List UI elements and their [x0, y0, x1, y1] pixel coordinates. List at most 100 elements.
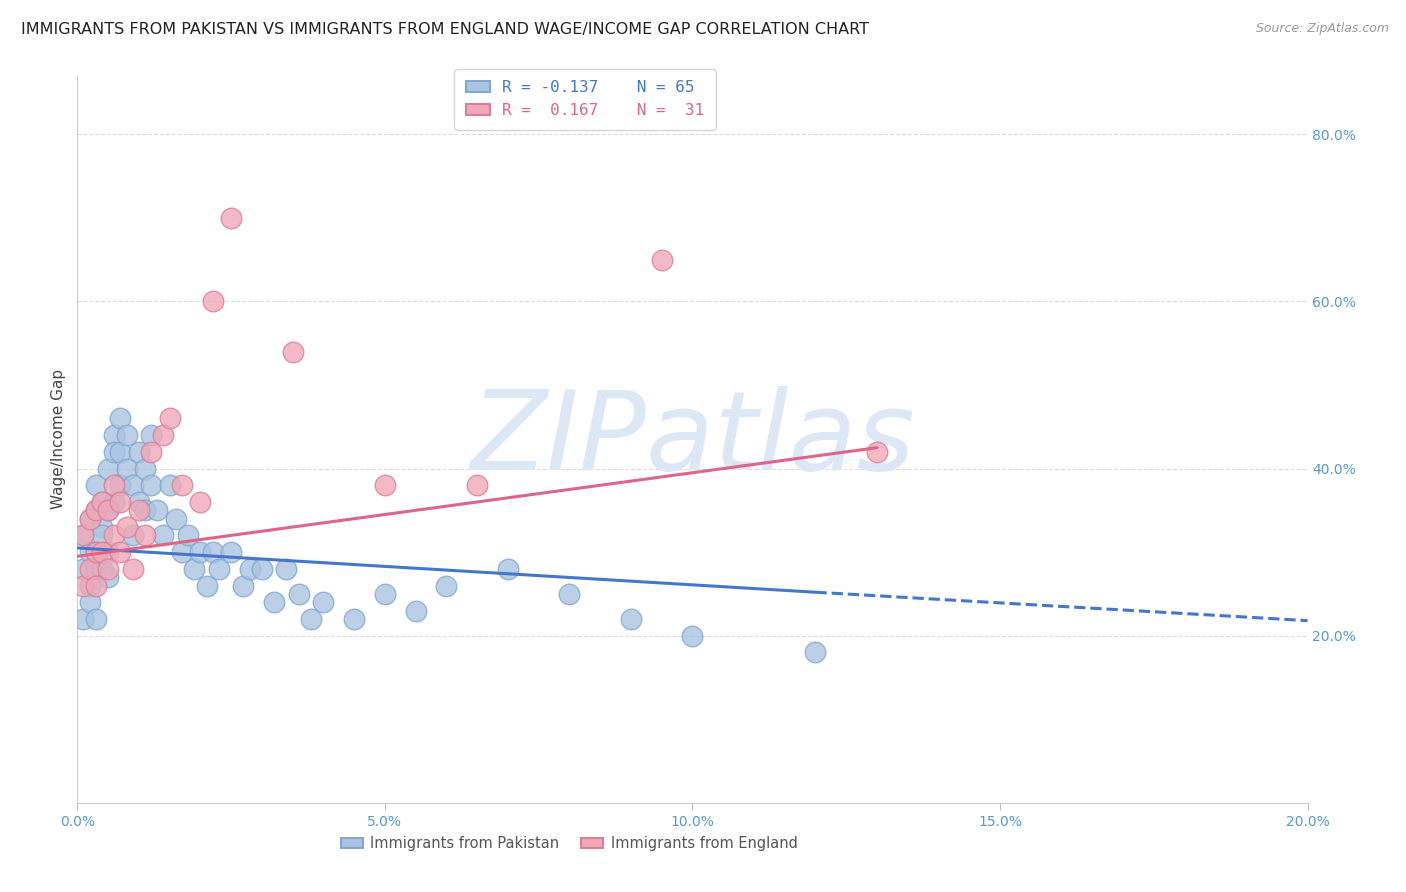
Point: [110, 411, 132, 425]
Point: [312, 595, 335, 609]
Point: [250, 562, 273, 576]
Point: [84, 612, 107, 626]
Point: [239, 562, 262, 576]
Point: [195, 578, 218, 592]
Point: [219, 545, 242, 559]
Point: [90, 495, 114, 509]
Y-axis label: Wage/Income Gap: Wage/Income Gap: [51, 369, 66, 509]
Point: [188, 545, 212, 559]
Point: [866, 445, 889, 459]
Point: [90, 562, 114, 576]
Point: [110, 545, 132, 559]
Point: [79, 562, 101, 576]
Point: [804, 645, 827, 659]
Point: [72, 562, 94, 576]
Point: [110, 495, 132, 509]
Point: [281, 344, 304, 359]
Point: [343, 612, 366, 626]
Point: [103, 478, 125, 492]
Point: [165, 511, 187, 525]
Point: [121, 528, 143, 542]
Point: [141, 445, 163, 459]
Point: [263, 595, 285, 609]
Point: [103, 445, 125, 459]
Point: [134, 461, 156, 475]
Text: Source: ZipAtlas.com: Source: ZipAtlas.com: [1256, 22, 1389, 36]
Point: [651, 252, 673, 267]
Point: [90, 528, 114, 542]
Point: [103, 428, 125, 442]
Point: [170, 545, 193, 559]
Point: [84, 578, 107, 592]
Legend: Immigrants from Pakistan, Immigrants from England: Immigrants from Pakistan, Immigrants fro…: [336, 830, 803, 857]
Text: ZIPatlas: ZIPatlas: [470, 386, 915, 492]
Point: [134, 503, 156, 517]
Point: [134, 528, 156, 542]
Point: [465, 478, 488, 492]
Point: [232, 578, 254, 592]
Point: [79, 511, 101, 525]
Point: [121, 478, 143, 492]
Point: [170, 478, 193, 492]
Point: [97, 545, 120, 559]
Point: [79, 578, 101, 592]
Point: [84, 503, 107, 517]
Point: [110, 478, 132, 492]
Point: [72, 612, 94, 626]
Point: [496, 562, 519, 576]
Point: [72, 578, 94, 592]
Point: [79, 545, 101, 559]
Point: [276, 562, 298, 576]
Point: [288, 587, 311, 601]
Text: IMMIGRANTS FROM PAKISTAN VS IMMIGRANTS FROM ENGLAND WAGE/INCOME GAP CORRELATION : IMMIGRANTS FROM PAKISTAN VS IMMIGRANTS F…: [21, 22, 869, 37]
Point: [84, 545, 107, 559]
Point: [299, 612, 322, 626]
Point: [97, 461, 120, 475]
Point: [110, 445, 132, 459]
Point: [152, 528, 174, 542]
Point: [188, 495, 212, 509]
Point: [374, 478, 396, 492]
Point: [84, 503, 107, 517]
Point: [115, 461, 138, 475]
Point: [152, 428, 174, 442]
Point: [159, 411, 181, 425]
Point: [79, 511, 101, 525]
Point: [141, 428, 163, 442]
Point: [374, 587, 396, 601]
Point: [219, 211, 242, 225]
Point: [97, 503, 120, 517]
Point: [84, 562, 107, 576]
Point: [103, 528, 125, 542]
Point: [97, 570, 120, 584]
Point: [177, 528, 200, 542]
Point: [558, 587, 581, 601]
Point: [436, 578, 458, 592]
Point: [208, 562, 231, 576]
Point: [405, 604, 427, 618]
Point: [115, 520, 138, 534]
Point: [183, 562, 205, 576]
Point: [84, 545, 107, 559]
Point: [90, 520, 114, 534]
Point: [620, 612, 643, 626]
Point: [90, 545, 114, 559]
Point: [128, 445, 150, 459]
Point: [97, 503, 120, 517]
Point: [84, 478, 107, 492]
Point: [90, 495, 114, 509]
Point: [141, 478, 163, 492]
Point: [79, 595, 101, 609]
Point: [72, 528, 94, 542]
Point: [103, 495, 125, 509]
Point: [72, 528, 94, 542]
Point: [115, 428, 138, 442]
Point: [201, 545, 224, 559]
Point: [159, 478, 181, 492]
Point: [146, 503, 169, 517]
Point: [682, 629, 704, 643]
Point: [128, 495, 150, 509]
Point: [128, 503, 150, 517]
Point: [121, 562, 143, 576]
Point: [201, 294, 224, 309]
